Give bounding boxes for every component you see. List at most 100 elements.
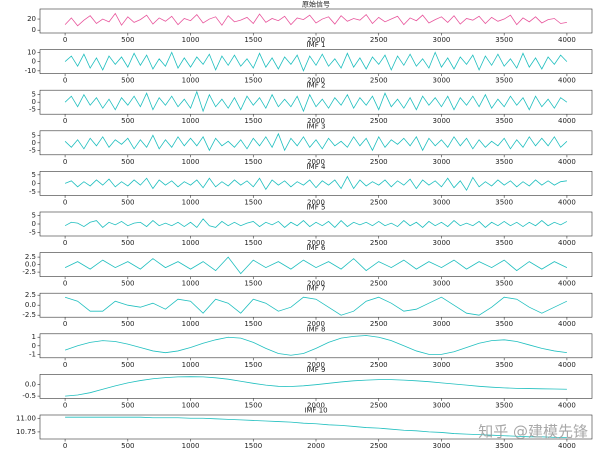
y-tick-label: 0 <box>32 139 36 147</box>
x-tick-label: 1500 <box>244 36 262 44</box>
signal-line <box>64 51 568 72</box>
x-tick-label: 3000 <box>433 198 451 206</box>
x-tick-label: 3500 <box>495 442 513 450</box>
y-tick-label: 0.0 <box>25 301 36 309</box>
x-tick-label: 500 <box>121 361 134 369</box>
y-tick-label: 0 <box>32 342 36 350</box>
x-tick-label: 3000 <box>433 36 451 44</box>
panel-frame <box>39 171 593 196</box>
y-tick-label: -5 <box>29 106 36 114</box>
panel-title: IMF 1 <box>307 41 326 49</box>
x-tick-label: 3000 <box>433 239 451 247</box>
x-tick-label: 1000 <box>182 401 200 409</box>
x-tick-label: 1500 <box>244 158 262 166</box>
panel-frame <box>39 211 593 237</box>
panel-title: IMF 2 <box>307 82 326 90</box>
x-tick-label: 2000 <box>307 401 325 409</box>
x-tick-label: 1000 <box>182 361 200 369</box>
x-tick-label: 2500 <box>370 198 388 206</box>
x-tick-label: 3000 <box>433 280 451 288</box>
x-tick-label: 2500 <box>370 280 388 288</box>
x-tick-label: 1500 <box>244 77 262 85</box>
x-tick-label: 4000 <box>558 239 576 247</box>
x-tick-label: 0 <box>63 361 67 369</box>
x-tick-label: 3000 <box>433 320 451 328</box>
x-tick-label: 2000 <box>307 77 325 85</box>
panel-title: IMF 6 <box>307 244 326 252</box>
x-tick-label: 3000 <box>433 401 451 409</box>
x-tick-label: 0 <box>63 158 67 166</box>
y-tick-label: 5 <box>32 171 36 179</box>
signal-line <box>65 376 567 397</box>
x-tick-label: 1500 <box>244 442 262 450</box>
x-tick-label: 3000 <box>433 77 451 85</box>
x-tick-label: 2500 <box>370 442 388 450</box>
x-tick-label: 1000 <box>182 442 200 450</box>
x-tick-label: 3500 <box>495 239 513 247</box>
panel-frame <box>39 8 593 34</box>
x-tick-label: 2500 <box>370 320 388 328</box>
x-tick-label: 3000 <box>433 158 451 166</box>
y-tick-label: 0.0 <box>25 261 36 269</box>
x-tick-label: 0 <box>63 401 67 409</box>
x-tick-label: 3000 <box>433 117 451 125</box>
x-tick-label: 0 <box>63 280 67 288</box>
panel-frame <box>39 89 593 115</box>
x-tick-label: 4000 <box>558 36 576 44</box>
panel-title: IMF 10 <box>304 407 327 415</box>
x-tick-label: 0 <box>63 239 67 247</box>
x-tick-label: 3500 <box>495 280 513 288</box>
x-tick-label: 500 <box>121 442 134 450</box>
x-tick-label: 1000 <box>182 280 200 288</box>
y-tick-label: 10 <box>27 48 36 56</box>
y-tick-label: 20 <box>27 15 36 23</box>
signal-line <box>64 335 567 356</box>
y-tick-label: 2.5 <box>25 291 36 299</box>
y-tick-label: -5 <box>29 188 36 196</box>
x-tick-label: 4000 <box>558 361 576 369</box>
panel-title: IMF 4 <box>307 163 326 171</box>
x-tick-label: 3500 <box>495 36 513 44</box>
x-tick-label: 3500 <box>495 117 513 125</box>
x-tick-label: 3000 <box>433 361 451 369</box>
x-tick-label: 1000 <box>182 320 200 328</box>
x-tick-label: 500 <box>121 198 134 206</box>
panel-frame <box>39 292 593 318</box>
y-tick-label: 0.0 <box>25 381 36 389</box>
x-tick-label: 500 <box>121 401 134 409</box>
x-tick-label: 4000 <box>558 198 576 206</box>
y-tick-label: -2.5 <box>22 311 36 319</box>
y-tick-label: 2.5 <box>25 253 36 261</box>
x-tick-label: 0 <box>63 77 67 85</box>
x-tick-label: 2000 <box>307 36 325 44</box>
x-tick-label: 4000 <box>558 280 576 288</box>
y-tick-label: -0.5 <box>22 392 36 400</box>
y-tick-label: -5 <box>29 229 36 237</box>
x-tick-label: 4000 <box>558 442 576 450</box>
panel-frame <box>39 49 593 74</box>
signal-line <box>64 218 568 229</box>
y-tick-label: 10.75 <box>16 428 36 436</box>
x-tick-label: 0 <box>63 36 67 44</box>
x-tick-label: 1500 <box>244 239 262 247</box>
x-tick-label: 1500 <box>244 280 262 288</box>
y-tick-label: 0 <box>32 98 36 106</box>
x-tick-label: 500 <box>121 77 134 85</box>
x-tick-label: 4000 <box>558 117 576 125</box>
x-tick-label: 2500 <box>370 36 388 44</box>
watermark: 知乎 @建模先锋 <box>478 423 588 441</box>
x-tick-label: 2000 <box>307 442 325 450</box>
x-tick-label: 0 <box>63 320 67 328</box>
x-tick-label: 3500 <box>495 198 513 206</box>
panel-title: IMF 8 <box>307 325 326 333</box>
x-tick-label: 2500 <box>370 361 388 369</box>
x-tick-label: 2000 <box>307 320 325 328</box>
x-tick-label: 1000 <box>182 117 200 125</box>
x-tick-label: 2000 <box>307 239 325 247</box>
signal-line <box>64 132 568 152</box>
x-tick-label: 500 <box>121 117 134 125</box>
y-tick-label: 0 <box>32 220 36 228</box>
x-tick-label: 3500 <box>495 77 513 85</box>
x-tick-label: 1500 <box>244 117 262 125</box>
